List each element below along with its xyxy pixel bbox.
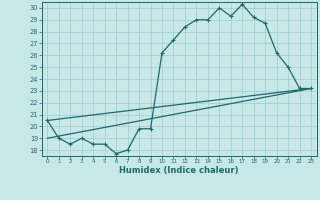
- X-axis label: Humidex (Indice chaleur): Humidex (Indice chaleur): [119, 166, 239, 175]
